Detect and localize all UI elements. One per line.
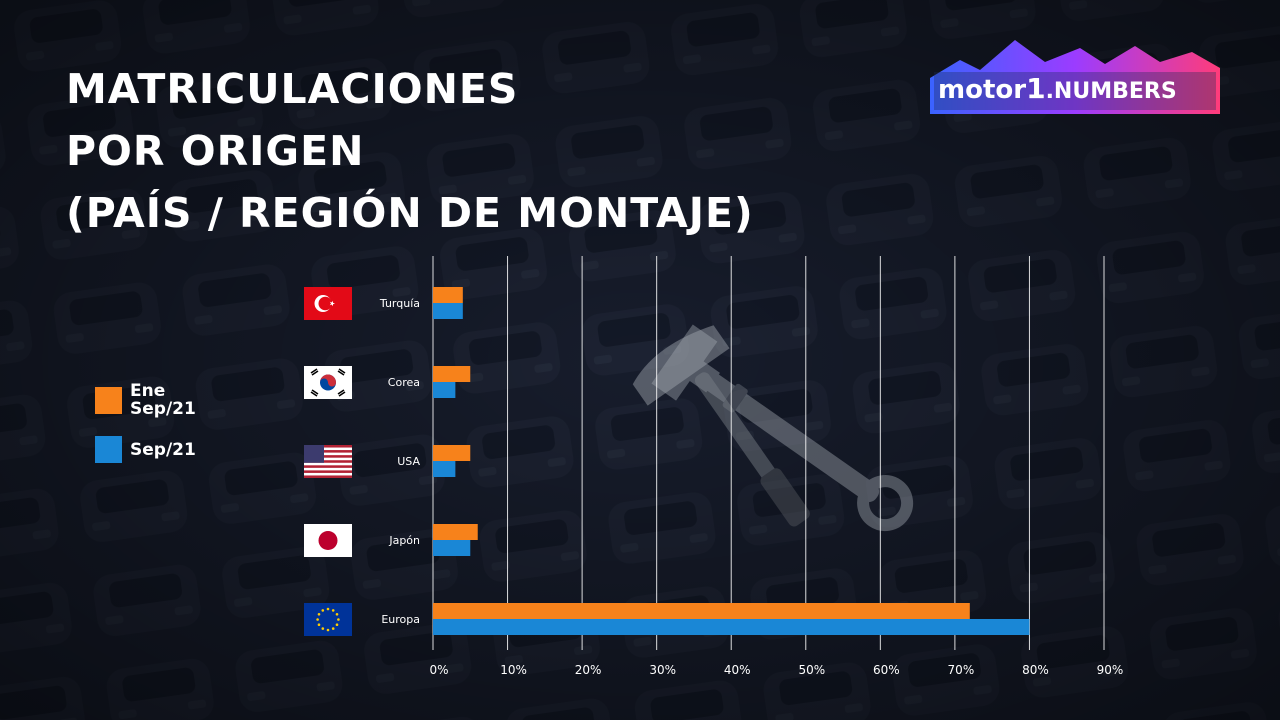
motor1-numbers-logo: motor1.NUMBERS bbox=[930, 40, 1220, 114]
eu-flag-icon bbox=[304, 603, 352, 636]
title-line-2: POR ORIGEN bbox=[66, 127, 365, 175]
legend-swatch-blue bbox=[95, 436, 122, 463]
x-tick-label: 40% bbox=[724, 663, 751, 677]
turkey-flag-icon bbox=[304, 287, 352, 320]
bar-ene-sep21 bbox=[433, 366, 471, 382]
category-label: Turquía bbox=[379, 297, 420, 310]
bar-sep21 bbox=[433, 619, 1030, 635]
legend-item: Sep/21 bbox=[95, 436, 200, 463]
category-label: USA bbox=[397, 455, 420, 468]
x-tick-label: 80% bbox=[1022, 663, 1049, 677]
x-tick-label: 30% bbox=[649, 663, 676, 677]
japan-flag-icon bbox=[304, 524, 352, 557]
title-line-1: MATRICULACIONES bbox=[66, 65, 519, 113]
legend-label: Ene Sep/21 bbox=[130, 381, 196, 419]
legend-label: Sep/21 bbox=[130, 439, 196, 460]
x-tick-label: 60% bbox=[873, 663, 900, 677]
wrench-icon bbox=[651, 324, 914, 532]
x-tick-label: 10% bbox=[500, 663, 527, 677]
bar-ene-sep21 bbox=[433, 603, 970, 619]
usa-flag-icon bbox=[304, 445, 352, 478]
bar-ene-sep21 bbox=[433, 445, 471, 461]
x-tick-label: 50% bbox=[798, 663, 825, 677]
x-tick-label: 70% bbox=[948, 663, 975, 677]
page-title: MATRICULACIONES POR ORIGEN (PAÍS / REGIÓ… bbox=[66, 58, 754, 244]
x-tick-label: 90% bbox=[1097, 663, 1124, 677]
legend-item: Ene Sep/21 bbox=[95, 382, 200, 418]
legend-swatch-orange bbox=[95, 386, 122, 414]
south-korea-flag-icon bbox=[304, 366, 352, 399]
bar-ene-sep21 bbox=[433, 287, 463, 303]
bar-ene-sep21 bbox=[433, 524, 478, 540]
logo-text: motor1.NUMBERS bbox=[938, 72, 1177, 105]
bar-sep21 bbox=[433, 303, 463, 319]
x-tick-label: 20% bbox=[575, 663, 602, 677]
bar-sep21 bbox=[433, 382, 456, 398]
bar-sep21 bbox=[433, 540, 471, 556]
title-line-3: (PAÍS / REGIÓN DE MONTAJE) bbox=[66, 189, 754, 237]
category-label: Europa bbox=[381, 613, 420, 626]
x-tick-label: 0% bbox=[429, 663, 448, 677]
category-label: Corea bbox=[388, 376, 420, 389]
legend: Ene Sep/21 Sep/21 bbox=[95, 382, 200, 481]
category-label: Japón bbox=[388, 534, 420, 547]
bar-sep21 bbox=[433, 461, 456, 477]
